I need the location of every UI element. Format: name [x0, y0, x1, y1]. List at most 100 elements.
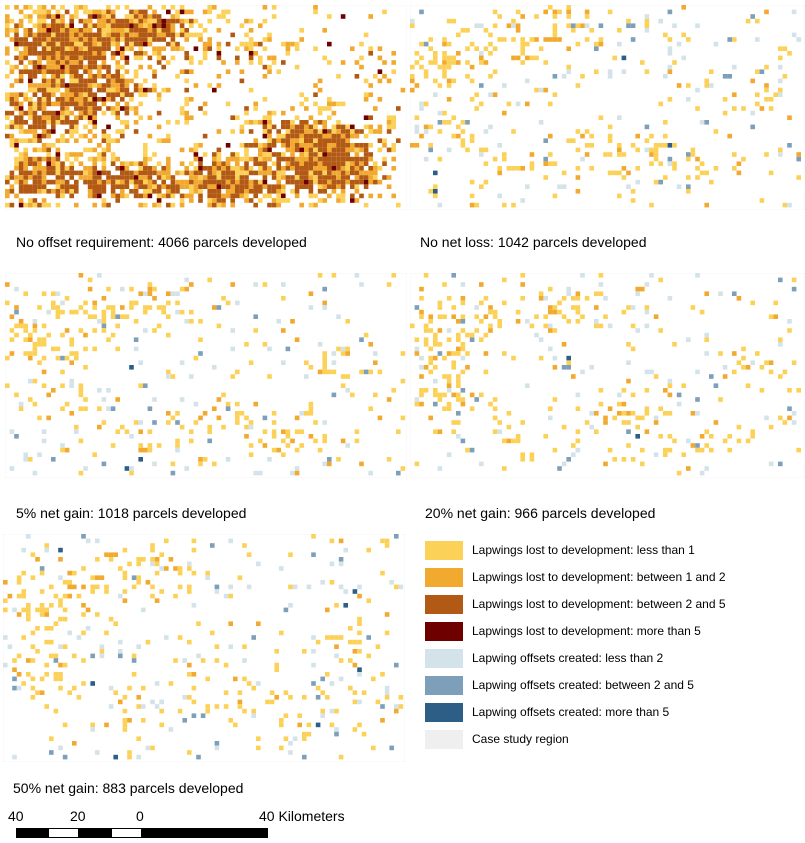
- parcel-cell: [262, 115, 268, 120]
- parcel-cell: [377, 55, 383, 61]
- parcel-cell: [557, 466, 562, 471]
- parcel-cell: [350, 133, 355, 139]
- parcel-cell: [143, 78, 148, 84]
- parcel-cell: [64, 110, 70, 116]
- parcel-cell: [58, 676, 63, 682]
- parcel-cell: [308, 401, 314, 407]
- parcel-cell: [101, 179, 107, 185]
- parcel-cell: [506, 101, 512, 107]
- parcel-cell: [147, 179, 153, 185]
- parcel-cell: [366, 635, 371, 640]
- parcel-cell: [46, 51, 51, 56]
- parcel-cell: [97, 51, 102, 56]
- parcel-cell: [230, 189, 235, 194]
- parcel-cell: [143, 28, 148, 33]
- parcel-cell: [350, 198, 355, 203]
- parcel-cell: [41, 64, 47, 70]
- parcel-cell: [294, 184, 300, 189]
- parcel-cell: [262, 129, 268, 134]
- parcel-cell: [23, 179, 28, 185]
- parcel-cell: [198, 184, 203, 189]
- parcel-cell: [166, 166, 171, 171]
- parcel-cell: [97, 152, 102, 157]
- parcel-cell: [331, 156, 337, 162]
- parcel-cell: [60, 138, 65, 143]
- parcel-cell: [74, 424, 79, 430]
- parcel-cell: [488, 323, 493, 329]
- parcel-cell: [262, 175, 268, 180]
- parcel-cell: [37, 97, 42, 102]
- parcel-cell: [375, 699, 381, 705]
- parcel-cell: [456, 60, 461, 65]
- parcel-cell: [92, 74, 97, 79]
- parcel-cell: [101, 328, 107, 333]
- parcel-cell: [773, 314, 778, 319]
- parcel-cell: [235, 152, 240, 157]
- parcel-cell: [189, 97, 194, 102]
- parcel-cell: [23, 291, 28, 296]
- parcel-cell: [37, 106, 42, 111]
- parcel-cell: [51, 37, 56, 42]
- parcel-cell: [340, 143, 346, 148]
- parcel-cell: [410, 74, 415, 79]
- parcel-cell: [101, 166, 107, 171]
- parcel-cell: [113, 690, 118, 695]
- parcel-cell: [198, 32, 203, 38]
- parcel-cell: [44, 626, 49, 631]
- parcel-cell: [317, 110, 323, 116]
- parcel-cell: [32, 133, 38, 139]
- parcel-cell: [97, 69, 102, 74]
- parcel-cell: [193, 18, 199, 24]
- parcel-cell: [122, 722, 128, 728]
- parcel-cell: [207, 175, 212, 180]
- parcel-cell: [552, 9, 558, 15]
- parcel-cell: [120, 92, 125, 97]
- parcel-cell: [621, 166, 627, 171]
- parcel-cell: [122, 575, 128, 580]
- parcel-cell: [179, 106, 185, 111]
- parcel-cell: [205, 704, 210, 709]
- parcel-cell: [317, 133, 323, 139]
- parcel-cell: [377, 69, 383, 74]
- parcel-cell: [179, 32, 185, 38]
- parcel-cell: [520, 37, 525, 42]
- parcel-cell: [327, 170, 332, 176]
- parcel-cell: [41, 41, 47, 47]
- parcel-cell: [202, 110, 208, 116]
- parcel-cell: [336, 457, 341, 462]
- parcel-cell: [207, 9, 212, 15]
- parcel-cell: [46, 202, 51, 208]
- legend-label: Lapwing offsets created: between 2 and 5: [472, 678, 694, 692]
- parcel-cell: [759, 106, 765, 111]
- parcel-cell: [87, 83, 93, 88]
- parcel-cell: [384, 690, 390, 695]
- parcel-cell: [120, 106, 125, 111]
- parcel-cell: [205, 676, 210, 682]
- parcel-cell: [187, 561, 192, 567]
- parcel-cell: [205, 708, 210, 714]
- parcel-cell: [212, 5, 217, 10]
- parcel-cell: [110, 87, 116, 93]
- parcel-cell: [377, 369, 383, 375]
- parcel-cell: [271, 143, 277, 148]
- parcel-cell: [566, 319, 571, 324]
- parcel-cell: [304, 147, 309, 153]
- parcel-cell: [235, 401, 240, 407]
- parcel-cell: [340, 161, 346, 166]
- parcel-cell: [612, 55, 617, 61]
- parcel-cell: [138, 46, 143, 51]
- parcel-cell: [97, 406, 102, 411]
- parcel-cell: [271, 152, 277, 157]
- parcel-cell: [285, 175, 291, 180]
- parcel-cell: [129, 189, 134, 194]
- parcel-cell: [78, 51, 84, 56]
- parcel-cell: [170, 46, 176, 51]
- parcel-cell: [635, 424, 640, 430]
- parcel-cell: [122, 718, 128, 723]
- parcel-cell: [74, 124, 79, 130]
- parcel-cell: [561, 296, 567, 301]
- parcel-cell: [686, 37, 691, 42]
- parcel-cell: [14, 55, 19, 61]
- parcel-cell: [212, 184, 217, 189]
- parcel-cell: [357, 699, 362, 705]
